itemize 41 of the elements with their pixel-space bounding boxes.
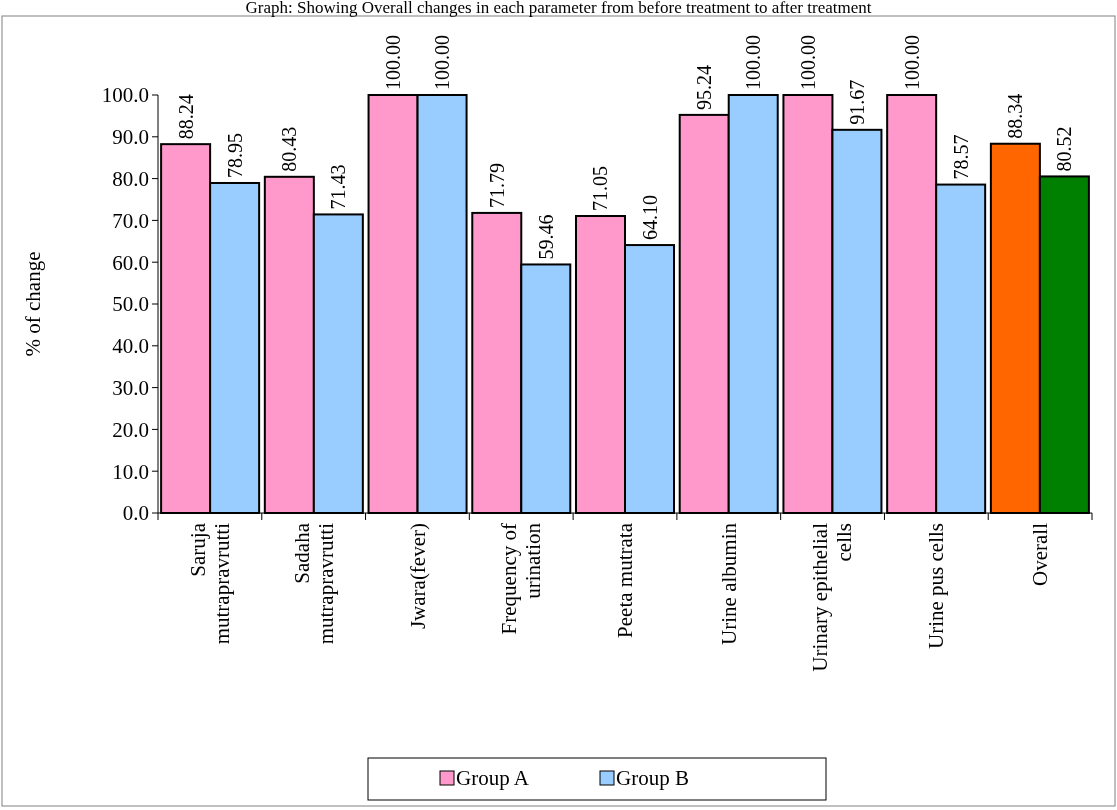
data-label: 88.24 (174, 94, 197, 140)
y-tick-label: 40.0 (112, 334, 149, 359)
data-label: 71.79 (485, 162, 508, 208)
data-label: 59.46 (534, 214, 557, 260)
y-tick-label: 70.0 (112, 208, 149, 233)
data-label: 71.05 (589, 166, 612, 212)
y-tick-label: 80.0 (112, 166, 149, 191)
data-label: 100.00 (900, 35, 923, 90)
x-tick-label: Peeta mutrata (613, 522, 637, 638)
data-label: 95.24 (693, 64, 716, 110)
data-label: 80.52 (1053, 126, 1076, 172)
data-label: 88.34 (1004, 93, 1027, 139)
data-label: 64.10 (638, 195, 661, 241)
x-tick-label: Jwara(fever) (405, 523, 430, 630)
data-label: 91.67 (845, 79, 868, 125)
y-tick-label: 10.0 (112, 459, 149, 484)
data-label: 80.43 (278, 126, 301, 172)
y-tick-label: 90.0 (112, 125, 149, 150)
y-tick-label: 100.0 (101, 83, 149, 108)
y-tick-label: 20.0 (112, 417, 149, 442)
x-tick-label: Overall (1027, 522, 1052, 586)
y-tick-label: 0.0 (122, 501, 149, 526)
data-label: 78.57 (949, 134, 972, 180)
legend-label: Group A (456, 766, 530, 790)
y-tick-label: 30.0 (112, 375, 149, 400)
y-tick-label: 50.0 (112, 292, 149, 317)
x-tick-label: Urinary epithelial cells (808, 522, 857, 672)
y-tick-label: 60.0 (112, 250, 149, 275)
y-axis-title: % of change (21, 251, 45, 357)
x-tick-label: Urine albumin (716, 522, 741, 645)
data-label: 100.00 (742, 35, 765, 90)
data-label: 100.00 (796, 35, 819, 90)
data-label: 78.95 (223, 132, 246, 178)
data-label: 100.00 (431, 35, 454, 90)
data-label: 100.00 (382, 35, 405, 90)
x-tick-label: Urine pus cells (924, 523, 949, 649)
x-tick-label: Saruja mutrapravrutti (186, 522, 235, 645)
data-label: 71.43 (327, 164, 350, 210)
legend-label: Group B (616, 766, 689, 790)
x-tick-label: Frequency of urination (497, 522, 546, 635)
chart-title: Graph: Showing Overall changes in each parameter from before treatment to after treatment (245, 0, 872, 17)
